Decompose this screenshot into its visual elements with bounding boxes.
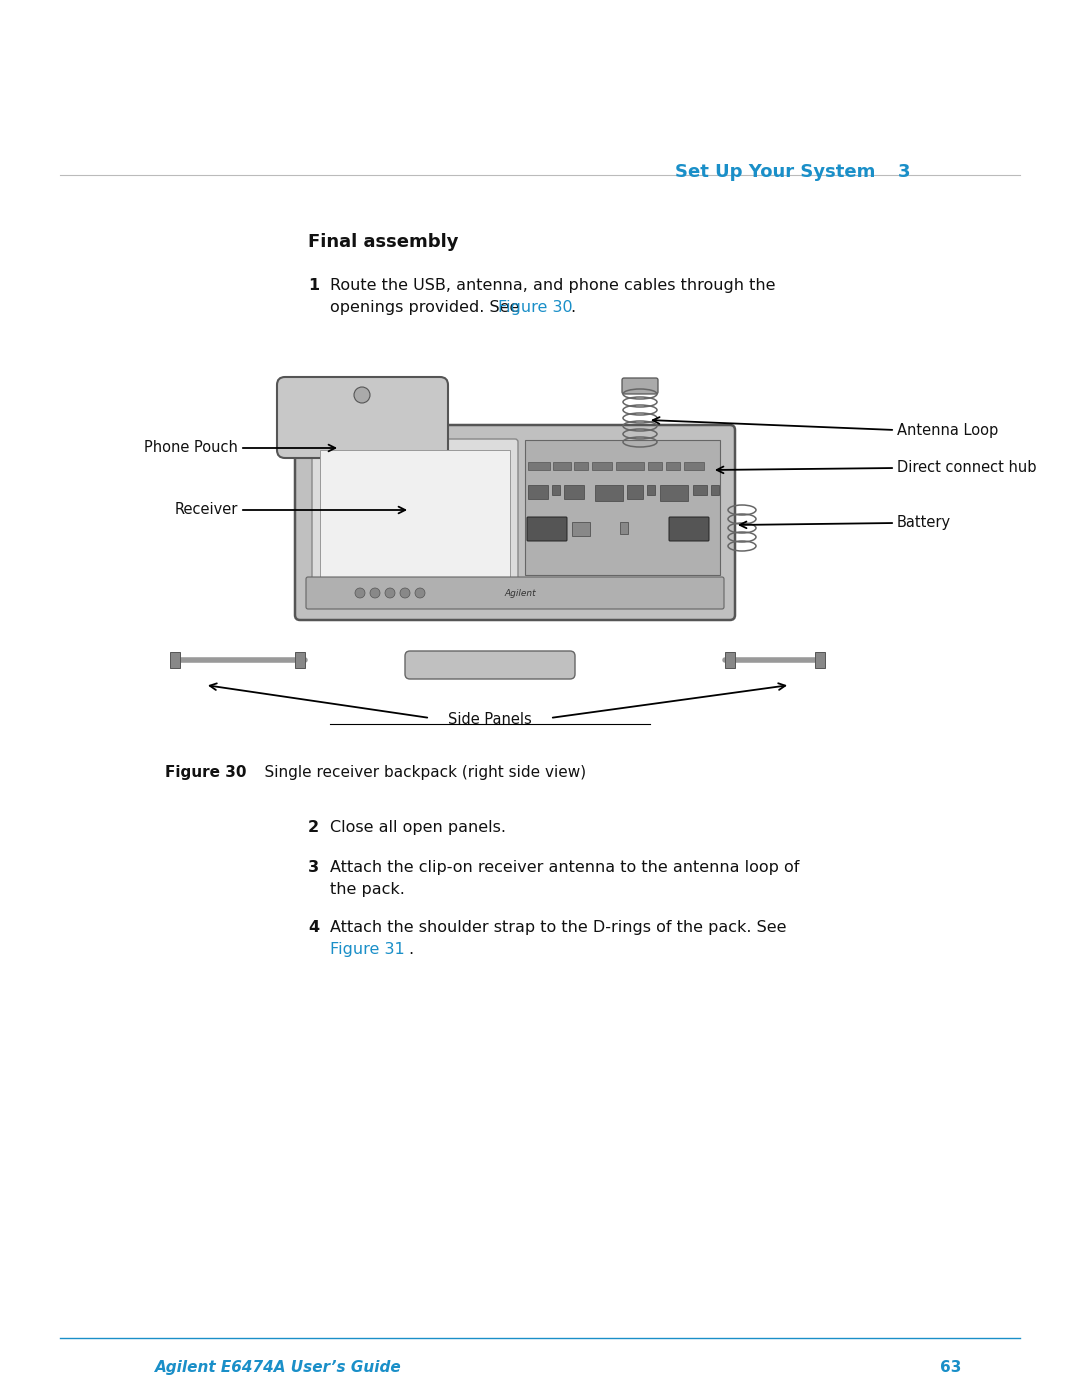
- Bar: [564, 485, 584, 499]
- Bar: [170, 652, 180, 668]
- Bar: [552, 485, 561, 495]
- Circle shape: [384, 588, 395, 598]
- Bar: [595, 485, 623, 502]
- Text: Route the USB, antenna, and phone cables through the: Route the USB, antenna, and phone cables…: [330, 278, 775, 293]
- Text: Figure 30: Figure 30: [165, 766, 246, 780]
- FancyBboxPatch shape: [525, 440, 720, 576]
- Bar: [684, 462, 704, 469]
- Bar: [592, 462, 612, 469]
- Text: 1: 1: [308, 278, 319, 293]
- Circle shape: [355, 588, 365, 598]
- Bar: [616, 462, 644, 469]
- Bar: [572, 522, 590, 536]
- Text: Figure 31: Figure 31: [330, 942, 405, 957]
- Text: .: .: [408, 942, 414, 957]
- Text: Attach the shoulder strap to the D-rings of the pack. See: Attach the shoulder strap to the D-rings…: [330, 921, 786, 935]
- Text: openings provided. See: openings provided. See: [330, 300, 525, 314]
- Bar: [528, 462, 550, 469]
- Text: Agilent: Agilent: [504, 588, 536, 598]
- Text: 2: 2: [308, 820, 319, 835]
- FancyBboxPatch shape: [295, 425, 735, 620]
- Text: Attach the clip-on receiver antenna to the antenna loop of: Attach the clip-on receiver antenna to t…: [330, 861, 799, 875]
- Bar: [295, 652, 305, 668]
- Text: Set Up Your System: Set Up Your System: [675, 163, 875, 182]
- Text: Single receiver backpack (right side view): Single receiver backpack (right side vie…: [245, 766, 586, 780]
- Text: Direct connect hub: Direct connect hub: [897, 461, 1037, 475]
- FancyBboxPatch shape: [669, 517, 708, 541]
- FancyBboxPatch shape: [405, 651, 575, 679]
- Text: 63: 63: [940, 1361, 961, 1375]
- Bar: [660, 485, 688, 502]
- Circle shape: [415, 588, 426, 598]
- Text: .: .: [570, 300, 576, 314]
- Text: Figure 30: Figure 30: [498, 300, 572, 314]
- Text: 3: 3: [897, 163, 910, 182]
- FancyBboxPatch shape: [622, 379, 658, 394]
- Text: Side Panels: Side Panels: [448, 712, 531, 728]
- FancyBboxPatch shape: [306, 577, 724, 609]
- Text: Agilent E6474A User’s Guide: Agilent E6474A User’s Guide: [156, 1361, 402, 1375]
- Circle shape: [400, 588, 410, 598]
- Circle shape: [370, 588, 380, 598]
- Bar: [573, 462, 588, 469]
- Bar: [553, 462, 571, 469]
- Bar: [648, 462, 662, 469]
- FancyBboxPatch shape: [527, 517, 567, 541]
- Text: Battery: Battery: [897, 515, 951, 531]
- Text: 4: 4: [308, 921, 319, 935]
- Bar: [647, 485, 654, 495]
- FancyBboxPatch shape: [276, 377, 448, 458]
- Bar: [627, 485, 643, 499]
- Bar: [620, 522, 627, 534]
- Bar: [693, 485, 707, 495]
- Text: Final assembly: Final assembly: [308, 233, 459, 251]
- Bar: [528, 485, 548, 499]
- Text: 3: 3: [308, 861, 319, 875]
- Text: the pack.: the pack.: [330, 882, 405, 897]
- Bar: [320, 450, 510, 595]
- Text: Close all open panels.: Close all open panels.: [330, 820, 507, 835]
- Circle shape: [354, 387, 370, 402]
- FancyBboxPatch shape: [312, 439, 518, 606]
- Bar: [725, 652, 735, 668]
- Bar: [815, 652, 825, 668]
- Bar: [666, 462, 680, 469]
- Text: Antenna Loop: Antenna Loop: [897, 422, 998, 437]
- Bar: [711, 485, 719, 495]
- Text: Phone Pouch: Phone Pouch: [144, 440, 238, 455]
- Text: Receiver: Receiver: [175, 503, 238, 517]
